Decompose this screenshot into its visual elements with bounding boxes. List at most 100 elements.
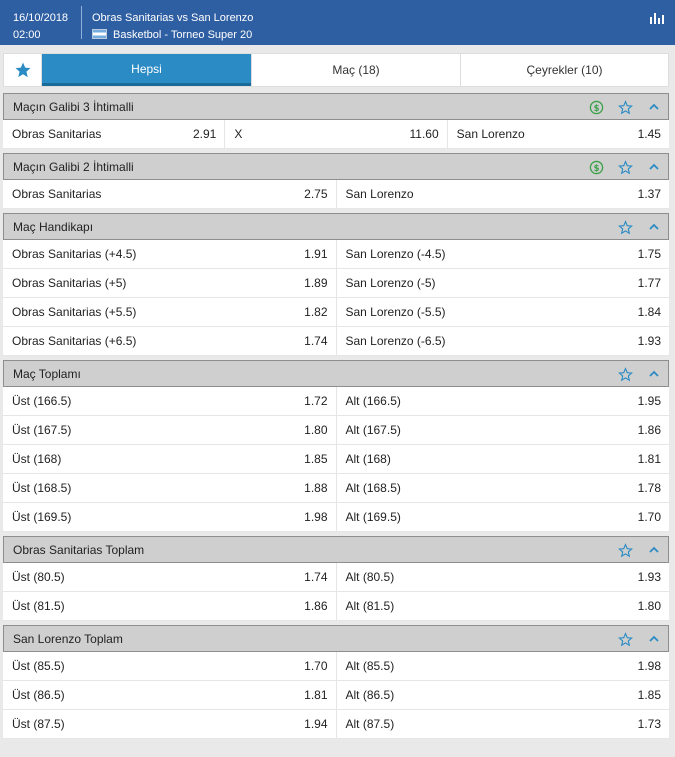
odds-button[interactable]: San Lorenzo (-6.5) 1.93 bbox=[335, 327, 670, 355]
odds-value: 1.93 bbox=[637, 570, 661, 584]
odds-button[interactable]: Obras Sanitarias (+6.5) 1.74 bbox=[3, 327, 336, 355]
star-icon[interactable] bbox=[617, 542, 633, 558]
odds-button[interactable]: Alt (80.5) 1.93 bbox=[335, 563, 670, 591]
odds-button[interactable]: Üst (167.5) 1.80 bbox=[3, 416, 336, 444]
chevron-up-icon[interactable] bbox=[646, 542, 662, 558]
odds-button[interactable]: Alt (86.5) 1.85 bbox=[335, 681, 670, 709]
odds-button[interactable]: X 11.60 bbox=[224, 120, 446, 148]
odds-button[interactable]: Obras Sanitarias (+5) 1.89 bbox=[3, 269, 336, 297]
odds-value: 1.81 bbox=[304, 688, 328, 702]
odds-button[interactable]: Üst (87.5) 1.94 bbox=[3, 710, 336, 738]
selection-label: Üst (168.5) bbox=[12, 481, 72, 495]
chevron-up-icon[interactable] bbox=[646, 219, 662, 235]
selection-label: Üst (167.5) bbox=[12, 423, 72, 437]
market-header[interactable]: San Lorenzo Toplam bbox=[3, 625, 669, 652]
odds-button[interactable]: Alt (166.5) 1.95 bbox=[335, 387, 670, 415]
star-icon[interactable] bbox=[617, 366, 633, 382]
market-header[interactable]: Maç Toplamı bbox=[3, 360, 669, 387]
odds-value: 1.74 bbox=[304, 334, 328, 348]
match-date: 16/10/2018 bbox=[13, 12, 69, 24]
chevron-up-icon[interactable] bbox=[646, 99, 662, 115]
odds-value: 1.72 bbox=[304, 394, 328, 408]
odds-button[interactable]: San Lorenzo (-5.5) 1.84 bbox=[335, 298, 670, 326]
odds-button[interactable]: Obras Sanitarias 2.91 bbox=[3, 120, 224, 148]
odds-button[interactable]: Alt (87.5) 1.73 bbox=[335, 710, 670, 738]
odds-row: Obras Sanitarias (+6.5) 1.74 San Lorenzo (… bbox=[3, 327, 669, 356]
market-section: Maçın Galibi 2 İhtimalli $ Obras Sanitaria… bbox=[3, 153, 669, 209]
odds-value: 1.84 bbox=[637, 305, 661, 319]
market-section: Maç Toplamı Üst (166.5) 1.72 Alt (166.5) 1.9… bbox=[3, 360, 669, 532]
odds-button[interactable]: San Lorenzo (-5) 1.77 bbox=[335, 269, 670, 297]
chevron-up-icon[interactable] bbox=[646, 159, 662, 175]
odds-row: Obras Sanitarias 2.75 San Lorenzo 1.37 bbox=[3, 180, 669, 209]
selection-label: Üst (169.5) bbox=[12, 510, 72, 524]
selection-label: San Lorenzo bbox=[345, 187, 414, 201]
chevron-up-icon[interactable] bbox=[646, 631, 662, 647]
odds-value: 2.75 bbox=[304, 187, 328, 201]
odds-button[interactable]: Üst (80.5) 1.74 bbox=[3, 563, 336, 591]
chevron-up-icon[interactable] bbox=[646, 366, 662, 382]
odds-button[interactable]: Alt (81.5) 1.80 bbox=[335, 592, 670, 620]
argentina-flag-icon bbox=[92, 29, 107, 39]
odds-value: 1.70 bbox=[637, 510, 661, 524]
market-title: Maç Toplamı bbox=[13, 366, 81, 381]
odds-value: 1.95 bbox=[637, 394, 661, 408]
odds-value: 2.91 bbox=[192, 127, 217, 141]
market-header[interactable]: Maçın Galibi 3 İhtimalli $ bbox=[3, 93, 669, 120]
odds-value: 1.74 bbox=[304, 570, 328, 584]
odds-button[interactable]: San Lorenzo 1.45 bbox=[446, 120, 669, 148]
selection-label: Alt (169.5) bbox=[345, 510, 401, 524]
selection-label: Üst (168) bbox=[12, 452, 62, 466]
selection-label: Alt (168.5) bbox=[345, 481, 401, 495]
odds-button[interactable]: Obras Sanitarias (+5.5) 1.82 bbox=[3, 298, 336, 326]
selection-label: Alt (166.5) bbox=[345, 394, 401, 408]
odds-button[interactable]: Üst (168) 1.85 bbox=[3, 445, 336, 473]
odds-value: 1.78 bbox=[637, 481, 661, 495]
odds-button[interactable]: Alt (85.5) 1.98 bbox=[335, 652, 670, 680]
odds-button[interactable]: Alt (168.5) 1.78 bbox=[335, 474, 670, 502]
cashout-icon: $ bbox=[588, 159, 604, 175]
star-icon[interactable] bbox=[617, 219, 633, 235]
selection-label: Üst (86.5) bbox=[12, 688, 65, 702]
odds-button[interactable]: Üst (169.5) 1.98 bbox=[3, 503, 336, 531]
odds-button[interactable]: Alt (169.5) 1.70 bbox=[335, 503, 670, 531]
odds-button[interactable]: San Lorenzo 1.37 bbox=[335, 180, 670, 208]
odds-button[interactable]: Alt (167.5) 1.86 bbox=[335, 416, 670, 444]
selection-label: Üst (85.5) bbox=[12, 659, 65, 673]
favorites-tab[interactable] bbox=[4, 54, 42, 86]
odds-row: Obras Sanitarias 2.91 X 11.60 San Lorenzo 1.4… bbox=[3, 120, 669, 149]
odds-button[interactable]: Üst (166.5) 1.72 bbox=[3, 387, 336, 415]
tab-all[interactable]: Hepsi bbox=[42, 54, 251, 86]
selection-label: X bbox=[234, 127, 243, 141]
selection-label: Üst (87.5) bbox=[12, 717, 65, 731]
odds-button[interactable]: Üst (81.5) 1.86 bbox=[3, 592, 336, 620]
market-header[interactable]: Obras Sanitarias Toplam bbox=[3, 536, 669, 563]
statistics-icon[interactable] bbox=[650, 12, 664, 24]
odds-value: 1.93 bbox=[637, 334, 661, 348]
tab-match[interactable]: Maç (18) bbox=[251, 54, 460, 86]
odds-button[interactable]: Üst (85.5) 1.70 bbox=[3, 652, 336, 680]
market-header[interactable]: Maç Handikapı bbox=[3, 213, 669, 240]
tab-quarters[interactable]: Çeyrekler (10) bbox=[460, 54, 668, 86]
odds-button[interactable]: Üst (86.5) 1.81 bbox=[3, 681, 336, 709]
odds-button[interactable]: Obras Sanitarias 2.75 bbox=[3, 180, 336, 208]
odds-button[interactable]: Üst (168.5) 1.88 bbox=[3, 474, 336, 502]
cashout-icon: $ bbox=[588, 99, 604, 115]
selection-label: Obras Sanitarias bbox=[12, 127, 102, 141]
odds-button[interactable]: Obras Sanitarias (+4.5) 1.91 bbox=[3, 240, 336, 268]
odds-row: Üst (81.5) 1.86 Alt (81.5) 1.80 bbox=[3, 592, 669, 621]
selection-label: San Lorenzo (-6.5) bbox=[345, 334, 446, 348]
star-icon[interactable] bbox=[617, 631, 633, 647]
market-title: Maçın Galibi 2 İhtimalli bbox=[13, 159, 134, 174]
star-icon[interactable] bbox=[617, 99, 633, 115]
star-icon[interactable] bbox=[617, 159, 633, 175]
market-section: San Lorenzo Toplam Üst (85.5) 1.70 Alt (85.… bbox=[3, 625, 669, 739]
odds-button[interactable]: Alt (168) 1.81 bbox=[335, 445, 670, 473]
market-header[interactable]: Maçın Galibi 2 İhtimalli $ bbox=[3, 153, 669, 180]
markets-list: Maçın Galibi 3 İhtimalli $ Obras Sanitaria… bbox=[3, 93, 669, 743]
odds-button[interactable]: San Lorenzo (-4.5) 1.75 bbox=[335, 240, 670, 268]
odds-value: 1.98 bbox=[304, 510, 328, 524]
selection-label: Üst (81.5) bbox=[12, 599, 65, 613]
selection-label: San Lorenzo bbox=[456, 127, 525, 141]
